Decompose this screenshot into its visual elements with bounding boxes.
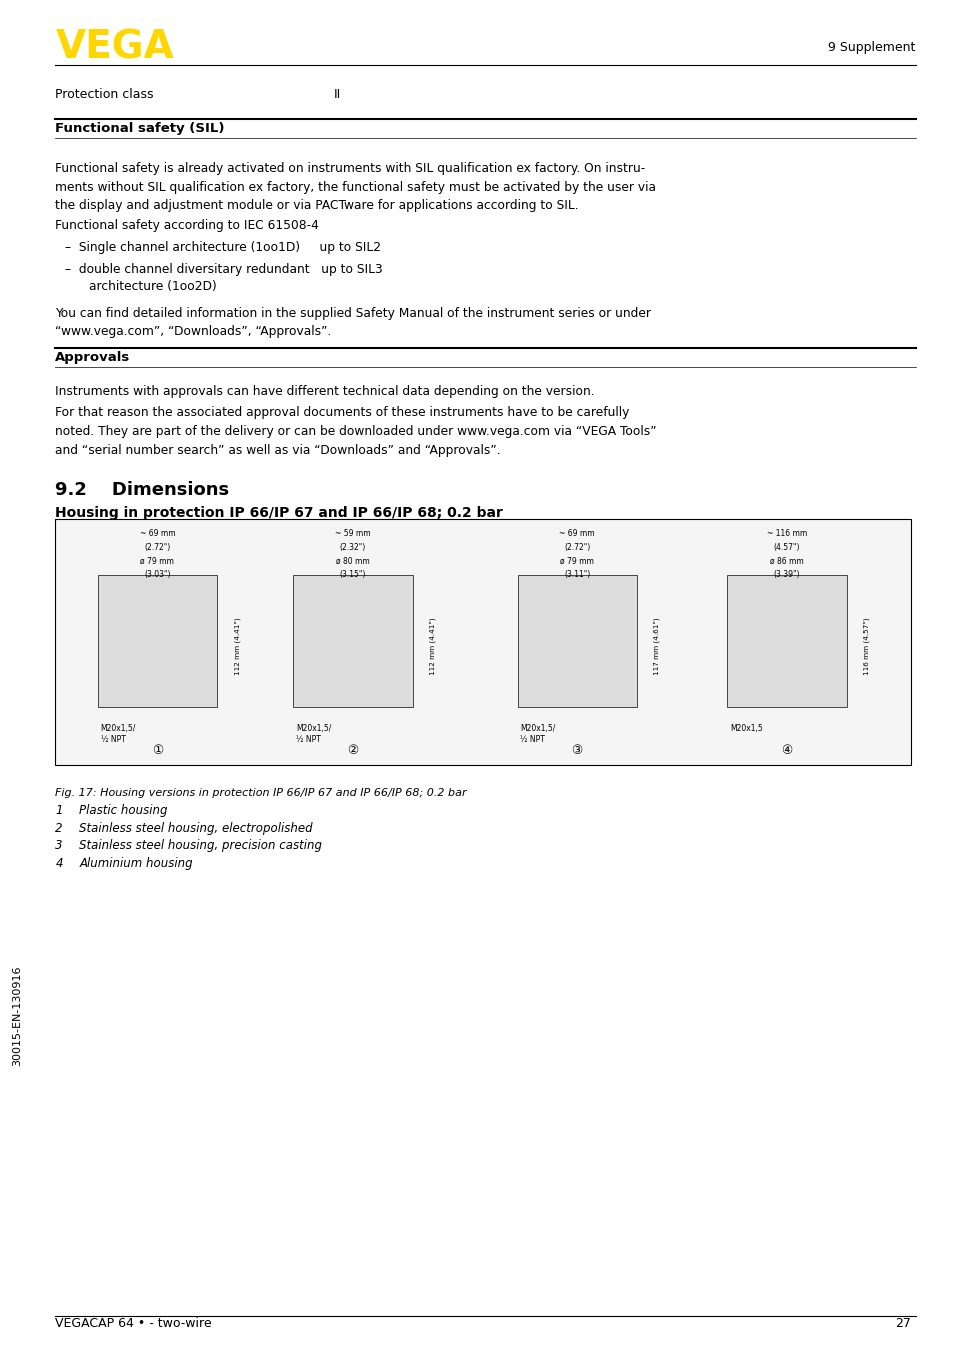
Text: M20x1,5/
½ NPT: M20x1,5/ ½ NPT bbox=[101, 724, 136, 743]
Text: Fig. 17: Housing versions in protection IP 66/IP 67 and IP 66/IP 68; 0.2 bar: Fig. 17: Housing versions in protection … bbox=[55, 788, 466, 798]
Text: 9 Supplement: 9 Supplement bbox=[827, 41, 915, 54]
Text: Stainless steel housing, electropolished: Stainless steel housing, electropolished bbox=[79, 822, 313, 835]
Text: architecture (1oo2D): architecture (1oo2D) bbox=[89, 280, 216, 294]
Text: 30015-EN-130916: 30015-EN-130916 bbox=[12, 965, 22, 1066]
Text: (3.39"): (3.39") bbox=[773, 570, 800, 580]
Text: ø 80 mm: ø 80 mm bbox=[335, 556, 370, 566]
Text: Housing in protection IP 66/IP 67 and IP 66/IP 68; 0.2 bar: Housing in protection IP 66/IP 67 and IP… bbox=[55, 506, 502, 520]
Text: the display and adjustment module or via PACTware for applications according to : the display and adjustment module or via… bbox=[55, 199, 578, 213]
Text: Instruments with approvals can have different technical data depending on the ve: Instruments with approvals can have diff… bbox=[55, 385, 595, 398]
Text: (3.11"): (3.11") bbox=[563, 570, 590, 580]
Text: ø 79 mm: ø 79 mm bbox=[559, 556, 594, 566]
Bar bbox=[294, 575, 412, 707]
Text: (3.15"): (3.15") bbox=[339, 570, 366, 580]
Text: ~ 116 mm: ~ 116 mm bbox=[766, 529, 806, 539]
Text: Plastic housing: Plastic housing bbox=[79, 804, 168, 818]
Text: ①: ① bbox=[152, 743, 163, 757]
Text: Functional safety is already activated on instruments with SIL qualification ex : Functional safety is already activated o… bbox=[55, 162, 645, 176]
Text: 27: 27 bbox=[894, 1316, 910, 1330]
Bar bbox=[726, 575, 845, 707]
Text: ø 86 mm: ø 86 mm bbox=[769, 556, 803, 566]
Text: M20x1,5: M20x1,5 bbox=[730, 724, 762, 734]
Text: ④: ④ bbox=[781, 743, 792, 757]
Text: –  double channel diversitary redundant   up to SIL3: – double channel diversitary redundant u… bbox=[65, 263, 382, 276]
Text: ③: ③ bbox=[571, 743, 582, 757]
Text: 112 mm (4.41"): 112 mm (4.41") bbox=[429, 617, 436, 676]
Bar bbox=[98, 575, 217, 707]
Text: Approvals: Approvals bbox=[55, 351, 131, 364]
Bar bbox=[517, 575, 637, 707]
Text: 1: 1 bbox=[55, 804, 63, 818]
Text: M20x1,5/
½ NPT: M20x1,5/ ½ NPT bbox=[295, 724, 332, 743]
Text: ~ 69 mm: ~ 69 mm bbox=[558, 529, 595, 539]
Text: 117 mm (4.61"): 117 mm (4.61") bbox=[653, 617, 659, 676]
Text: ments without SIL qualification ex factory, the functional safety must be activa: ments without SIL qualification ex facto… bbox=[55, 180, 656, 194]
Text: and “serial number search” as well as via “Downloads” and “Approvals”.: and “serial number search” as well as vi… bbox=[55, 444, 500, 458]
Text: (2.72"): (2.72") bbox=[563, 543, 590, 552]
Text: M20x1,5/
½ NPT: M20x1,5/ ½ NPT bbox=[520, 724, 556, 743]
Text: Protection class: Protection class bbox=[55, 88, 153, 102]
Text: 9.2    Dimensions: 9.2 Dimensions bbox=[55, 481, 230, 498]
Text: ~ 59 mm: ~ 59 mm bbox=[335, 529, 371, 539]
Text: 2: 2 bbox=[55, 822, 63, 835]
Text: (3.03"): (3.03") bbox=[144, 570, 171, 580]
Text: 116 mm (4.57"): 116 mm (4.57") bbox=[862, 617, 869, 676]
Bar bbox=[55, 519, 910, 765]
Text: (4.57"): (4.57") bbox=[773, 543, 800, 552]
Text: 3: 3 bbox=[55, 839, 63, 853]
Text: You can find detailed information in the supplied Safety Manual of the instrumen: You can find detailed information in the… bbox=[55, 307, 651, 321]
Text: ②: ② bbox=[347, 743, 358, 757]
Text: noted. They are part of the delivery or can be downloaded under www.vega.com via: noted. They are part of the delivery or … bbox=[55, 425, 657, 439]
Text: ~ 69 mm: ~ 69 mm bbox=[139, 529, 175, 539]
Text: 112 mm (4.41"): 112 mm (4.41") bbox=[233, 617, 240, 676]
Text: Aluminium housing: Aluminium housing bbox=[79, 857, 193, 871]
Text: 4: 4 bbox=[55, 857, 63, 871]
Text: For that reason the associated approval documents of these instruments have to b: For that reason the associated approval … bbox=[55, 406, 629, 420]
Text: II: II bbox=[334, 88, 341, 102]
Text: Functional safety according to IEC 61508-4: Functional safety according to IEC 61508… bbox=[55, 219, 319, 233]
Text: ø 79 mm: ø 79 mm bbox=[140, 556, 174, 566]
Text: VEGACAP 64 • - two-wire: VEGACAP 64 • - two-wire bbox=[55, 1316, 212, 1330]
Text: VEGA: VEGA bbox=[55, 28, 173, 66]
Text: “www.vega.com”, “Downloads”, “Approvals”.: “www.vega.com”, “Downloads”, “Approvals”… bbox=[55, 325, 332, 338]
Text: Functional safety (SIL): Functional safety (SIL) bbox=[55, 122, 225, 135]
Text: –  Single channel architecture (1oo1D)     up to SIL2: – Single channel architecture (1oo1D) up… bbox=[65, 241, 380, 255]
Text: (2.72"): (2.72") bbox=[144, 543, 171, 552]
Text: Stainless steel housing, precision casting: Stainless steel housing, precision casti… bbox=[79, 839, 322, 853]
Text: (2.32"): (2.32") bbox=[339, 543, 366, 552]
